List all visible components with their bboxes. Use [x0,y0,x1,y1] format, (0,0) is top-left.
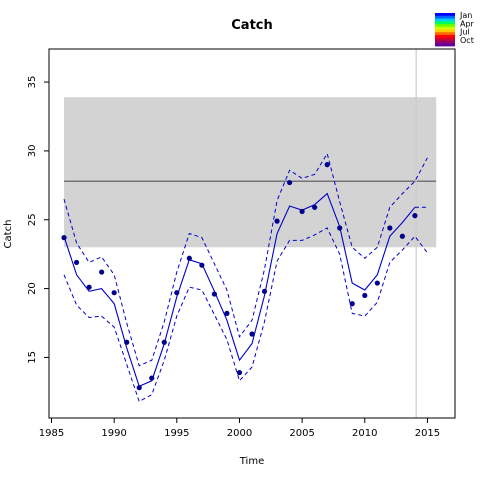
data-point [387,225,393,231]
y-axis-title: Catch [3,220,14,249]
data-point [73,259,80,266]
legend-color-swatch [435,26,455,30]
data-point [299,208,305,215]
legend-entry-label: Oct [460,36,474,45]
x-tick-label: 2010 [352,428,377,439]
x-axis-title: Time [239,456,264,467]
data-point [124,339,130,345]
data-point [149,375,155,381]
legend-color-swatch [435,18,455,22]
y-tick-label: 25 [27,213,38,226]
legend-color-swatch [435,15,455,19]
data-point [274,218,280,224]
x-tick-label: 1990 [101,428,126,439]
data-point [186,255,192,261]
x-tick-label: 2005 [289,428,314,439]
y-tick-label: 15 [27,351,38,364]
data-point [61,235,67,241]
y-tick-label: 20 [27,282,38,295]
data-point [337,225,343,231]
data-point [86,284,92,290]
chart-title: Catch [231,18,273,33]
data-point [236,369,243,376]
data-point [286,179,293,186]
data-point [174,290,180,296]
data-point [224,310,230,316]
x-tick-label: 2015 [415,428,440,439]
data-point [211,291,218,297]
data-point [324,162,330,168]
data-point [249,331,255,337]
legend-color-swatch [435,24,455,28]
data-point [349,301,355,307]
data-point [261,288,268,294]
y-tick-label: 30 [27,145,38,158]
data-point [362,292,368,299]
x-tick-label: 1995 [164,428,189,439]
legend-color-swatch [435,32,455,36]
data-point [399,233,405,239]
legend-entry-label: Jan [459,11,472,20]
data-point [412,213,418,219]
data-point [99,269,105,275]
plot-area: 1985 1990 1995 2000 2005 2010 2015 15 20 25 30 35 [27,48,456,439]
legend-entry-label: Apr [460,19,475,28]
fitted-line [63,192,416,388]
legend-color-swatch [435,40,455,44]
x-tick-label: 2000 [227,428,252,439]
legend-color-swatch [435,43,455,47]
data-point [199,262,205,268]
data-point [312,204,318,210]
legend-color-swatch [435,37,455,41]
legend-color-swatch [435,29,455,33]
legend-entry-label: Jul [459,28,470,37]
reference-band [64,97,437,248]
data-point [111,290,117,296]
legend-color-swatch [435,35,455,39]
legend-color-swatch [435,13,455,17]
plot-frame [48,48,456,419]
data-point [136,385,142,391]
data-point [161,339,167,345]
y-tick-label: 35 [27,76,38,89]
lower-bound-line [63,227,428,403]
x-tick-label: 1985 [39,428,64,439]
data-point [374,280,380,286]
legend-color-swatch [435,21,455,25]
